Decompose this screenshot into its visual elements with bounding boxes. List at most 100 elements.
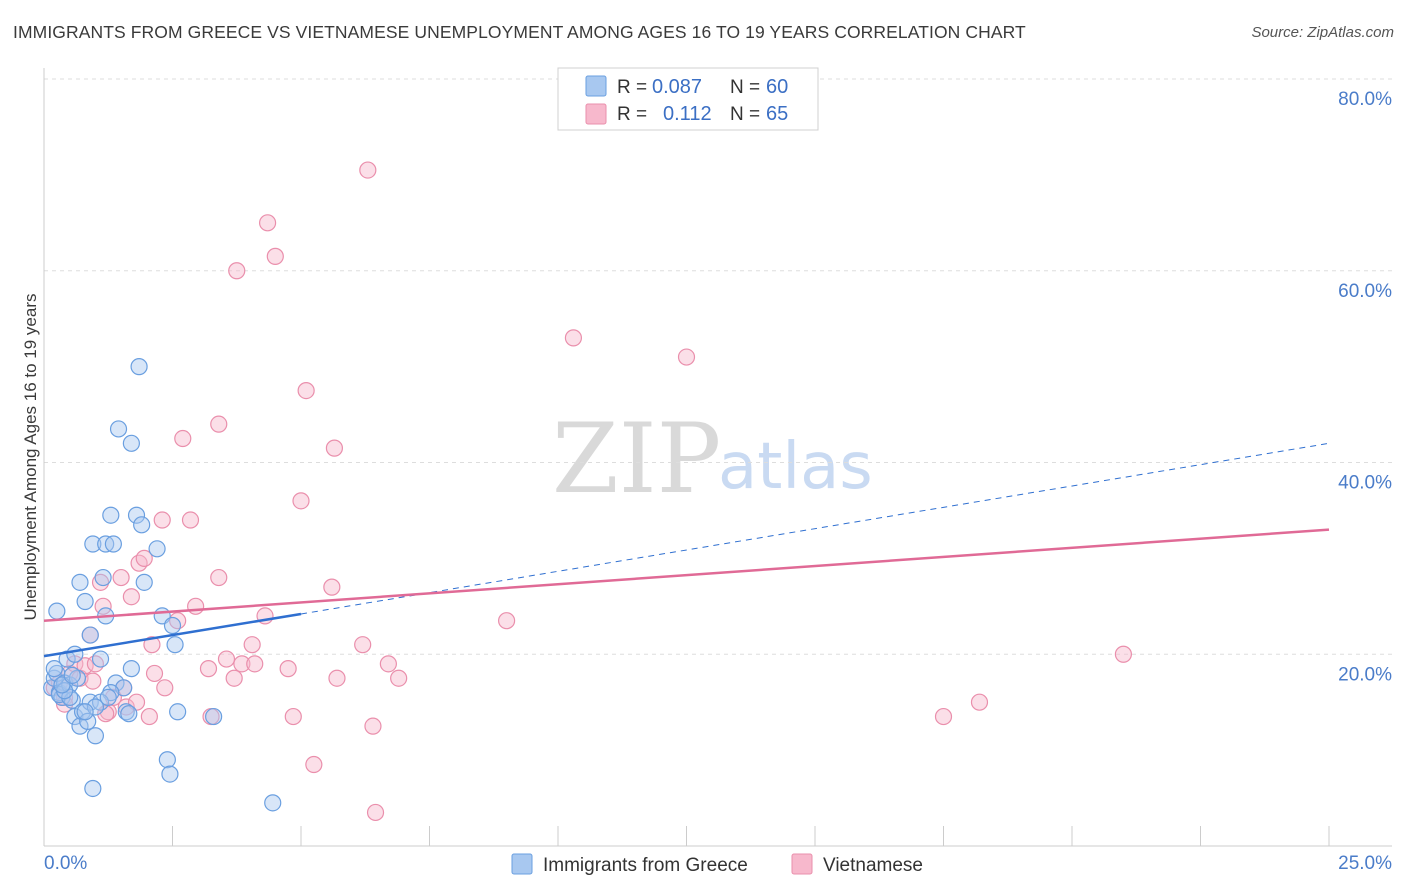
vietnamese-point: [145, 664, 164, 683]
watermark-atlas: atlas: [718, 430, 873, 504]
y-axis-label: Unemployment Among Ages 16 to 19 years: [21, 294, 40, 621]
greece-point: [166, 636, 184, 654]
vietnamese-point: [323, 578, 341, 596]
vietnamese-point: [934, 707, 953, 726]
vietnamese-point: [76, 657, 94, 675]
grid-lines: [44, 78, 1392, 655]
greece-point: [104, 535, 122, 553]
vietnamese-point: [328, 669, 346, 687]
vietnamese-point: [284, 707, 302, 726]
greece-point: [148, 540, 166, 558]
legend-r-label: R =: [617, 77, 647, 98]
greece-point: [163, 616, 182, 635]
greece-point: [76, 592, 94, 611]
vietnamese-point: [379, 655, 397, 673]
greece-point: [71, 573, 89, 591]
vietnamese-point: [140, 707, 158, 726]
vietnamese-point: [94, 597, 112, 615]
legend-n-label: N =: [730, 77, 760, 98]
vietnamese-point: [210, 415, 228, 433]
vietnamese-point: [258, 214, 277, 232]
greece-point: [130, 358, 148, 376]
vietnamese-point: [266, 247, 284, 265]
trendlines: [43, 442, 1330, 658]
vietnamese-point: [297, 381, 315, 400]
bottom-legend-label-greece: Immigrants from Greece: [543, 855, 748, 876]
vietnamese-point: [364, 717, 382, 735]
vietnamese-point: [112, 568, 130, 587]
greece-point: [102, 506, 120, 524]
greece-point: [68, 669, 87, 687]
vietnamese-point: [228, 262, 246, 280]
source-label: Source: ZipAtlas.com: [1251, 24, 1394, 41]
vietnamese-trendline: [43, 528, 1330, 622]
legend-n-value-greece: 60: [766, 76, 788, 98]
vietnamese-point: [243, 636, 261, 654]
legend-swatch-vietnamese: [585, 103, 607, 125]
vietnamese-point: [305, 755, 323, 774]
y-tick-label: 60.0%: [1338, 281, 1392, 302]
legend: R = 0.087 N = 60 R = 0.112 N = 65: [557, 67, 819, 131]
greece-point: [84, 779, 102, 798]
x-ticks: [43, 826, 1330, 846]
vietnamese-point: [181, 511, 200, 529]
vietnamese-point: [122, 588, 140, 606]
greece-point: [81, 626, 99, 644]
greece-point: [158, 751, 176, 769]
bottom-legend-swatch-greece: [511, 853, 533, 875]
greece-point: [94, 568, 112, 587]
greece-trendline-extension: [300, 442, 1330, 615]
vietnamese-point: [84, 672, 102, 690]
vietnamese-point: [156, 679, 174, 697]
greece-point: [109, 420, 128, 438]
greece-point: [264, 794, 282, 812]
greece-point: [91, 650, 110, 668]
watermark: ZIP atlas: [552, 403, 873, 515]
vietnamese-point: [498, 612, 516, 630]
vietnamese-point: [135, 549, 153, 567]
watermark-zip: ZIP: [552, 403, 721, 515]
y-tick-labels: 20.0% 40.0% 60.0% 80.0%: [1338, 89, 1392, 685]
vietnamese-point: [1114, 645, 1133, 663]
greece-trendline: [43, 612, 302, 658]
vietnamese-point: [199, 660, 218, 678]
vietnamese-point: [117, 698, 135, 716]
greece-point: [127, 506, 146, 524]
vietnamese-point: [225, 669, 243, 687]
vietnamese-point: [217, 650, 236, 668]
vietnamese-point: [233, 655, 251, 673]
vietnamese-point: [130, 554, 148, 572]
vietnamese-point: [169, 612, 187, 630]
legend-swatch-greece: [585, 75, 607, 97]
legend-n-value-vietnamese: 65: [766, 103, 788, 125]
greece-point: [122, 660, 140, 678]
greece-point: [120, 705, 138, 723]
bottom-legend-swatch-vietnamese: [791, 853, 813, 875]
x-tick-label-max: 25.0%: [1338, 853, 1392, 874]
vietnamese-point: [279, 660, 297, 678]
bottom-legend-label-vietnamese: Vietnamese: [823, 855, 923, 876]
vietnamese-point: [677, 348, 696, 366]
greece-point: [86, 698, 105, 716]
greece-point: [63, 666, 81, 684]
vietnamese-point: [246, 655, 264, 673]
greece-point: [79, 712, 97, 730]
vietnamese-point: [354, 636, 372, 654]
vietnamese-point: [187, 597, 205, 615]
vietnamese-point: [143, 636, 161, 654]
greece-point: [86, 727, 105, 745]
greece-point: [45, 660, 63, 678]
legend-r-value-vietnamese: 0.112: [663, 103, 712, 125]
vietnamese-point: [359, 161, 377, 179]
legend-r-label: R =: [617, 104, 647, 125]
vietnamese-point: [153, 511, 171, 529]
greece-point: [205, 707, 223, 726]
vietnamese-point: [91, 573, 110, 591]
greece-point: [135, 573, 153, 591]
vietnamese-point: [86, 655, 105, 673]
greece-point: [169, 703, 187, 721]
greece-point: [99, 688, 117, 706]
series-greece: [43, 358, 282, 812]
vietnamese-point: [292, 492, 310, 510]
